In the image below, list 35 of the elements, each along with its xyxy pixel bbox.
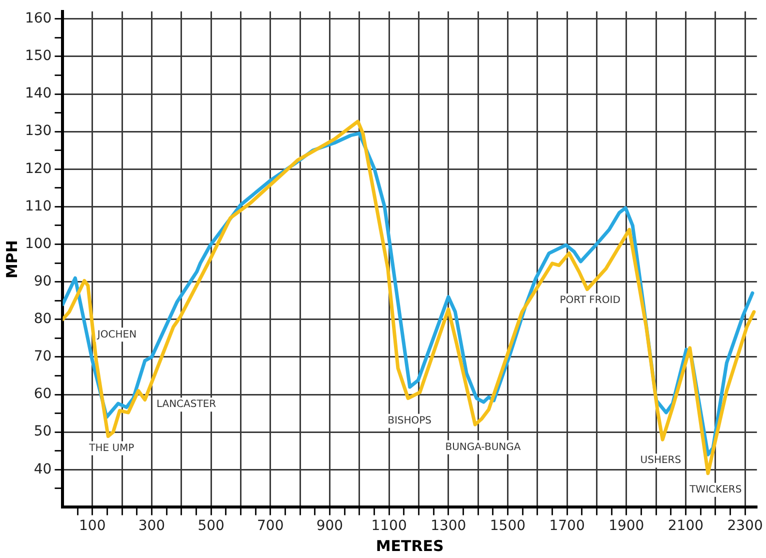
y-tick-label: 120 — [24, 160, 52, 177]
y-tick-label: 90 — [34, 273, 52, 290]
y-tick-label: 80 — [34, 311, 52, 328]
y-tick-label: 110 — [24, 198, 52, 214]
x-tick-label: 100 — [79, 518, 106, 534]
y-axis-title: MPH — [2, 240, 21, 279]
y-tick-label: 50 — [34, 424, 52, 440]
x-tick-label: 1900 — [608, 518, 644, 534]
x-tick-label: 2100 — [668, 518, 704, 534]
x-tick-label: 1500 — [490, 518, 526, 534]
annotation: BISHOPS — [388, 416, 432, 427]
y-tick-label: 150 — [24, 48, 52, 64]
x-tick-label: 700 — [257, 518, 284, 534]
annotation: PORT FROID — [560, 295, 621, 306]
x-tick-label: 1100 — [371, 518, 407, 534]
x-tick-label: 2300 — [727, 518, 763, 534]
y-tick-label: 160 — [24, 10, 52, 27]
annotation: LANCASTER — [156, 399, 216, 410]
x-tick-label: 300 — [138, 518, 166, 534]
y-tick-label: 40 — [34, 461, 52, 478]
annotation: TWICKERS — [688, 484, 742, 496]
y-tick-label: 140 — [24, 86, 52, 102]
x-tick-label: 900 — [316, 518, 344, 534]
annotation: THE UMP — [88, 442, 134, 454]
annotation: USHERS — [640, 455, 682, 466]
annotation: JOCHEN — [96, 329, 137, 340]
y-tick-label: 60 — [34, 386, 52, 402]
y-tick-label: 70 — [34, 348, 52, 365]
x-tick-label: 500 — [198, 518, 224, 534]
x-axis-title: METRES — [376, 536, 444, 555]
x-tick-label: 1700 — [549, 518, 585, 534]
annotation: BUNGA-BUNGA — [445, 442, 521, 453]
y-tick-label: 100 — [24, 236, 52, 252]
x-tick-label: 1300 — [430, 518, 466, 534]
y-tick-label: 130 — [24, 123, 52, 140]
